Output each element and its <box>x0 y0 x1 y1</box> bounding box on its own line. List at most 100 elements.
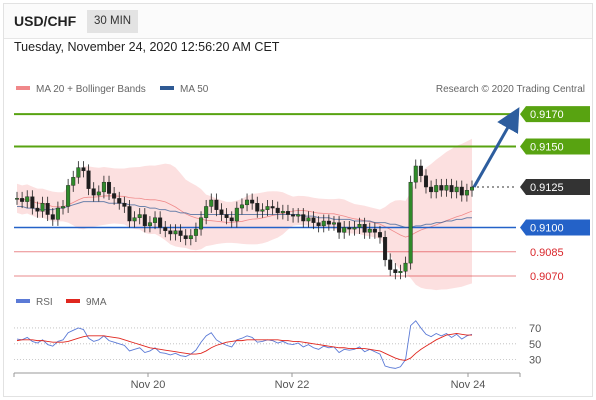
candle-body <box>86 170 91 189</box>
candle-body <box>35 207 40 212</box>
candle-body <box>260 209 265 212</box>
candle-body <box>316 222 321 227</box>
candle-body <box>122 203 127 207</box>
candle-body <box>454 186 459 193</box>
candle-body <box>163 227 168 231</box>
forecast-arrow <box>472 107 520 188</box>
candle-body <box>229 217 234 222</box>
candle-body <box>311 217 316 223</box>
candle-body <box>224 214 229 218</box>
candle-body <box>66 185 71 207</box>
candle-body <box>245 199 250 206</box>
forecast-arrow-line <box>472 107 520 188</box>
candle-body <box>101 181 106 193</box>
rsi-legend-label: RSI <box>36 297 53 308</box>
candle-body <box>204 206 209 218</box>
candle-body <box>14 198 19 200</box>
candle-body <box>81 167 86 172</box>
ma50-path <box>17 201 472 228</box>
candle-body <box>464 190 469 196</box>
candle-body <box>423 175 428 188</box>
candle-body <box>331 222 336 225</box>
level-label-0.9170: 0.9170 <box>530 109 564 121</box>
x-tick-label: Nov 22 <box>275 379 310 391</box>
x-axis-ticks: Nov 20 Nov 22 Nov 24 <box>13 373 521 391</box>
candle-body <box>142 214 147 227</box>
candle-body <box>321 220 326 227</box>
candle-body <box>173 230 178 235</box>
candle-body <box>183 235 188 240</box>
candle-body <box>434 185 439 193</box>
candle-body <box>403 262 408 272</box>
candle-body <box>199 217 204 230</box>
candle-body <box>188 235 193 240</box>
candle-body <box>117 198 122 204</box>
candle-body <box>20 198 25 202</box>
candle-body <box>326 220 331 225</box>
price-candles <box>14 159 475 280</box>
candle-body <box>413 165 418 183</box>
level-label-0.9125: 0.9125 <box>530 182 564 194</box>
credit-label: Research © 2020 Trading Central <box>436 84 585 95</box>
candle-body <box>377 232 382 238</box>
candle-body <box>30 196 35 209</box>
level-labels: 0.9170 0.9150 0.9125 0.9100 0.9085 0.9070 <box>520 106 590 283</box>
candle-body <box>418 165 423 176</box>
candle-body <box>306 217 311 222</box>
candle-body <box>178 230 183 236</box>
rsi-ma-line <box>16 333 472 361</box>
candle-body <box>55 207 60 220</box>
candle-body <box>91 188 96 196</box>
candle-body <box>71 177 76 186</box>
rsi-legend-swatch <box>16 299 30 303</box>
candle-body <box>255 203 260 212</box>
candle-body <box>127 206 132 222</box>
candle-body <box>209 199 214 207</box>
candle-body <box>153 217 158 223</box>
candle-body <box>61 206 66 209</box>
candle-body <box>193 228 198 236</box>
level-label-0.9085: 0.9085 <box>530 247 564 259</box>
ma50-legend-swatch <box>160 86 174 90</box>
level-label-0.9100: 0.9100 <box>530 222 564 234</box>
candle-body <box>40 203 45 212</box>
candle-body <box>352 227 357 230</box>
candle-body <box>301 214 306 222</box>
timeframe-badge[interactable]: 30 MIN <box>87 10 139 33</box>
candle-body <box>439 185 444 191</box>
level-tag-0.9150 <box>520 138 590 155</box>
candle-body <box>219 209 224 215</box>
candle-body <box>383 237 388 261</box>
candle-body <box>137 214 142 218</box>
candle-body <box>250 199 255 204</box>
candle-body <box>408 181 413 264</box>
pair-title: USD/CHF <box>14 13 77 29</box>
candle-body <box>158 217 163 228</box>
level-lines <box>14 113 516 277</box>
ma50-line <box>17 201 472 228</box>
candle-body <box>50 214 55 220</box>
candle-body <box>342 227 347 233</box>
candle-body <box>291 214 296 217</box>
candle-body <box>234 207 239 222</box>
candle-body <box>429 186 434 193</box>
candle-body <box>357 224 362 228</box>
candle-body <box>470 186 475 191</box>
level-tag-0.9100 <box>520 219 590 236</box>
rsi-panel: 70 50 30 <box>14 320 541 369</box>
candle-body <box>132 217 137 222</box>
chart-header: USD/CHF 30 MIN <box>4 4 592 39</box>
candle-body <box>96 191 101 196</box>
candle-body <box>239 204 244 209</box>
x-tick-label: Nov 20 <box>131 379 166 391</box>
level-label-0.9070: 0.9070 <box>530 271 564 283</box>
candle-body <box>372 228 377 233</box>
candle-body <box>449 185 454 193</box>
level-label-0.9150: 0.9150 <box>530 142 564 154</box>
candle-body <box>444 185 449 191</box>
candle-body <box>362 224 367 233</box>
candle-body <box>398 270 403 274</box>
candle-body <box>459 186 464 196</box>
candle-body <box>285 211 290 215</box>
